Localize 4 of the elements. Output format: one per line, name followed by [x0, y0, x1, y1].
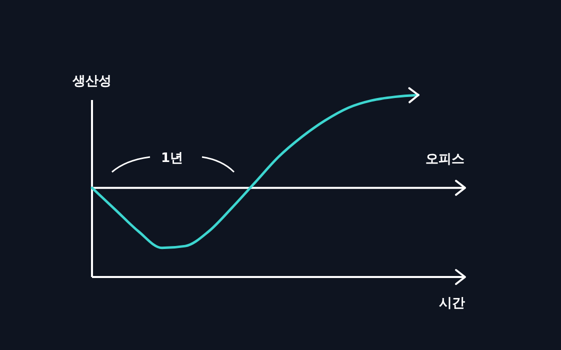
ref-line-label: 오피스 — [426, 152, 464, 167]
y-axis-title: 생산성 — [72, 74, 112, 89]
annotation: 1년 — [160, 151, 184, 166]
x-axis-title: 시간 — [439, 296, 465, 311]
